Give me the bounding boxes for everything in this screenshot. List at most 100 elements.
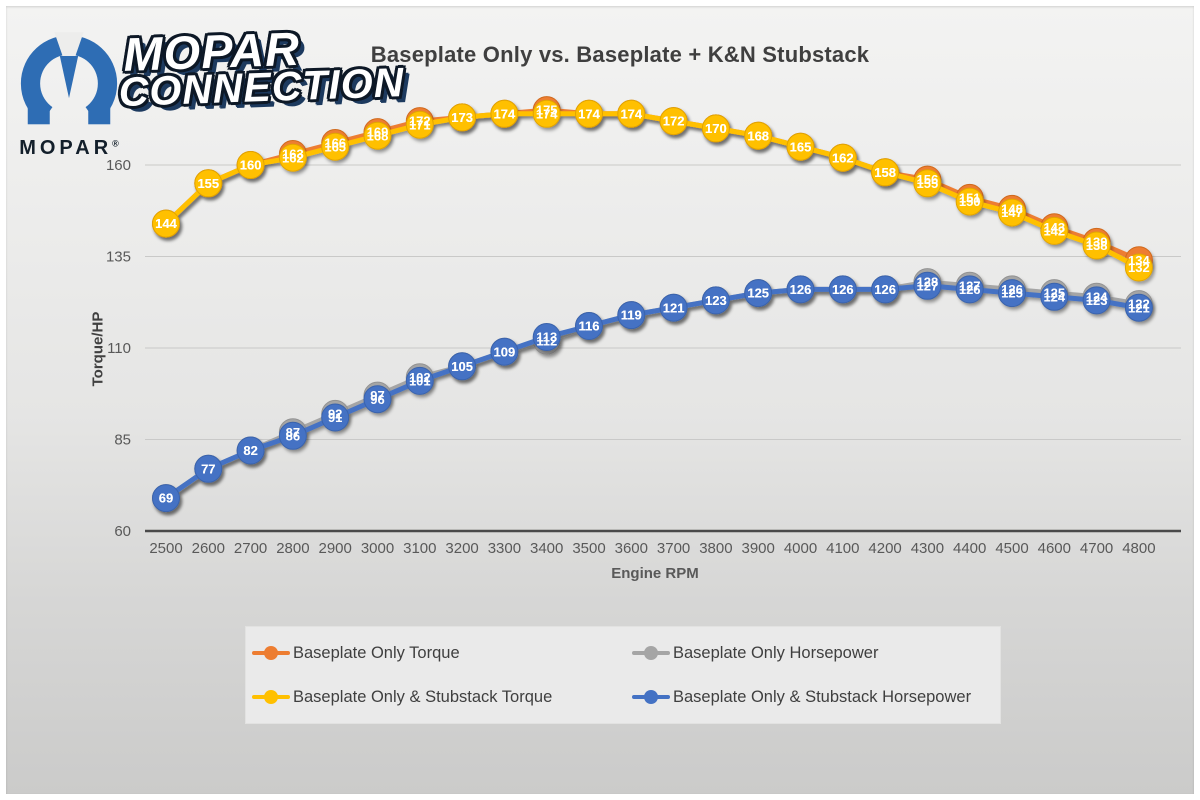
svg-text:155: 155 (197, 176, 219, 191)
legend-label: Baseplate Only Horsepower (673, 643, 879, 662)
svg-text:155: 155 (197, 176, 219, 191)
svg-text:87: 87 (286, 425, 300, 440)
svg-text:143: 143 (1043, 220, 1065, 235)
svg-text:170: 170 (705, 121, 727, 136)
svg-text:174: 174 (536, 106, 558, 121)
svg-text:109: 109 (494, 344, 516, 359)
svg-text:160: 160 (240, 158, 262, 173)
svg-text:113: 113 (536, 330, 557, 345)
svg-text:82: 82 (243, 443, 257, 458)
svg-text:86: 86 (286, 428, 300, 443)
svg-text:126: 126 (832, 282, 854, 297)
svg-text:119: 119 (621, 308, 642, 323)
svg-text:125: 125 (747, 286, 769, 301)
svg-text:2500: 2500 (149, 540, 182, 557)
svg-text:174: 174 (494, 106, 516, 121)
svg-text:163: 163 (282, 147, 304, 162)
svg-text:77: 77 (201, 461, 215, 476)
svg-text:174: 174 (620, 106, 642, 121)
svg-text:162: 162 (832, 150, 854, 165)
svg-text:174: 174 (620, 106, 642, 121)
svg-text:172: 172 (409, 114, 431, 129)
svg-text:166: 166 (324, 136, 346, 151)
svg-text:156: 156 (917, 172, 939, 187)
svg-text:135: 135 (106, 249, 131, 266)
svg-text:170: 170 (705, 121, 727, 136)
svg-text:2600: 2600 (192, 540, 225, 557)
legend-item-baseplate-only-horsepower: Baseplate Only Horsepower (632, 644, 994, 663)
svg-text:165: 165 (790, 139, 812, 154)
svg-text:123: 123 (705, 293, 727, 308)
svg-text:3100: 3100 (403, 540, 436, 557)
svg-text:158: 158 (874, 165, 896, 180)
svg-text:134: 134 (1128, 253, 1150, 268)
svg-text:147: 147 (1001, 205, 1023, 220)
mopar-brand-text: MOPAR® (19, 137, 119, 159)
svg-text:174: 174 (494, 106, 516, 121)
wordmark-line2: CONNECTION (117, 59, 406, 116)
svg-text:4700: 4700 (1080, 540, 1113, 557)
svg-text:162: 162 (282, 150, 304, 165)
legend-item-baseplate-only-torque: Baseplate Only Torque (252, 644, 632, 663)
svg-text:3200: 3200 (445, 540, 478, 557)
svg-text:97: 97 (370, 388, 384, 403)
svg-text:155: 155 (917, 176, 939, 191)
svg-text:165: 165 (324, 139, 346, 154)
legend-marker-blue (632, 690, 670, 704)
chart-legend: Baseplate Only Torque Baseplate Only Hor… (245, 626, 1001, 724)
svg-text:4200: 4200 (868, 540, 901, 557)
svg-text:110: 110 (107, 340, 131, 357)
legend-label: Baseplate Only & Stubstack Torque (293, 687, 553, 706)
svg-text:151: 151 (959, 191, 981, 206)
svg-text:3900: 3900 (742, 540, 775, 557)
svg-text:139: 139 (1086, 235, 1108, 250)
svg-text:125: 125 (1001, 286, 1023, 301)
legend-item-stubstack-horsepower: Baseplate Only & Stubstack Horsepower (632, 688, 994, 707)
svg-text:3600: 3600 (615, 540, 648, 557)
svg-text:116: 116 (579, 319, 600, 334)
svg-text:3000: 3000 (361, 540, 394, 557)
svg-text:4500: 4500 (995, 540, 1028, 557)
svg-text:2900: 2900 (319, 540, 352, 557)
svg-text:160: 160 (240, 158, 262, 173)
svg-text:171: 171 (409, 117, 431, 132)
svg-text:126: 126 (959, 282, 981, 297)
svg-text:160: 160 (106, 157, 131, 174)
svg-text:126: 126 (874, 282, 896, 297)
svg-text:126: 126 (790, 282, 812, 297)
svg-text:121: 121 (663, 300, 685, 315)
svg-text:126: 126 (832, 282, 854, 297)
svg-text:112: 112 (536, 333, 557, 348)
svg-text:69: 69 (159, 491, 173, 506)
svg-text:3300: 3300 (488, 540, 521, 557)
legend-label: Baseplate Only Torque (293, 643, 460, 662)
svg-text:121: 121 (1128, 300, 1150, 315)
svg-text:172: 172 (663, 114, 685, 129)
svg-text:173: 173 (451, 110, 473, 125)
svg-text:105: 105 (451, 359, 473, 374)
svg-text:142: 142 (1043, 224, 1065, 239)
svg-text:168: 168 (747, 128, 769, 143)
torque-hp-line-chart: 60 85 110 135 160 2500 2600 2700 2800 2900 3000 310… (106, 96, 1181, 557)
svg-text:3400: 3400 (530, 540, 563, 557)
svg-text:124: 124 (1086, 289, 1108, 304)
svg-text:101: 101 (409, 374, 431, 389)
svg-text:128: 128 (917, 275, 939, 290)
svg-text:3800: 3800 (699, 540, 732, 557)
svg-text:4800: 4800 (1122, 540, 1155, 557)
legend-item-stubstack-torque: Baseplate Only & Stubstack Torque (252, 688, 632, 707)
chart-title: Baseplate Only vs. Baseplate + K&N Stubs… (370, 42, 870, 67)
svg-text:123: 123 (705, 293, 727, 308)
svg-text:172: 172 (663, 114, 685, 129)
mopar-logo: MOPAR® (14, 26, 124, 160)
svg-text:4000: 4000 (784, 540, 817, 557)
svg-text:148: 148 (1001, 202, 1023, 217)
svg-text:105: 105 (451, 359, 473, 374)
mopar-m-icon (20, 32, 118, 125)
x-axis-title: Engine RPM (611, 565, 699, 582)
svg-text:158: 158 (874, 165, 896, 180)
svg-text:168: 168 (747, 128, 769, 143)
svg-text:85: 85 (114, 432, 131, 449)
svg-text:173: 173 (451, 110, 473, 125)
legend-label: Baseplate Only & Stubstack Horsepower (673, 687, 972, 706)
